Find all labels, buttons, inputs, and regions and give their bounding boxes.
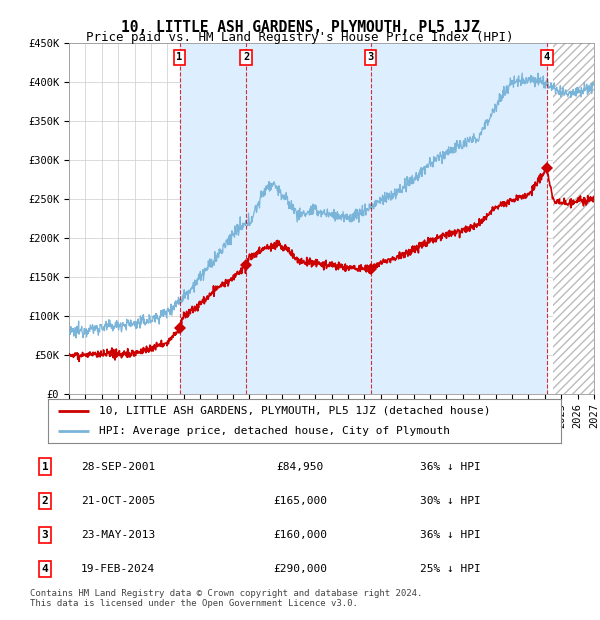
Text: 4: 4 [41,564,49,574]
Text: £160,000: £160,000 [273,529,327,540]
Bar [553,43,594,394]
Text: Price paid vs. HM Land Registry's House Price Index (HPI): Price paid vs. HM Land Registry's House … [86,31,514,44]
Text: 4: 4 [544,52,550,62]
Text: 19-FEB-2024: 19-FEB-2024 [81,564,155,574]
Text: £165,000: £165,000 [273,495,327,506]
Text: 30% ↓ HPI: 30% ↓ HPI [420,495,481,506]
Bar [179,43,246,394]
Text: 3: 3 [41,529,49,540]
Text: 21-OCT-2005: 21-OCT-2005 [81,495,155,506]
Text: 23-MAY-2013: 23-MAY-2013 [81,529,155,540]
Bar [246,43,371,394]
Text: 28-SEP-2001: 28-SEP-2001 [81,461,155,472]
Text: 25% ↓ HPI: 25% ↓ HPI [420,564,481,574]
Text: HPI: Average price, detached house, City of Plymouth: HPI: Average price, detached house, City… [100,426,450,436]
Bar [371,43,547,394]
Text: 36% ↓ HPI: 36% ↓ HPI [420,461,481,472]
Text: 36% ↓ HPI: 36% ↓ HPI [420,529,481,540]
Text: 10, LITTLE ASH GARDENS, PLYMOUTH, PL5 1JZ: 10, LITTLE ASH GARDENS, PLYMOUTH, PL5 1J… [121,20,479,35]
Text: 1: 1 [41,461,49,472]
Text: Contains HM Land Registry data © Crown copyright and database right 2024.
This d: Contains HM Land Registry data © Crown c… [30,589,422,608]
Text: £84,950: £84,950 [277,461,323,472]
Text: 1: 1 [176,52,183,62]
Bar [553,43,594,394]
Text: 2: 2 [41,495,49,506]
Text: £290,000: £290,000 [273,564,327,574]
Text: 2: 2 [243,52,250,62]
Text: 10, LITTLE ASH GARDENS, PLYMOUTH, PL5 1JZ (detached house): 10, LITTLE ASH GARDENS, PLYMOUTH, PL5 1J… [100,405,491,416]
Text: 3: 3 [368,52,374,62]
